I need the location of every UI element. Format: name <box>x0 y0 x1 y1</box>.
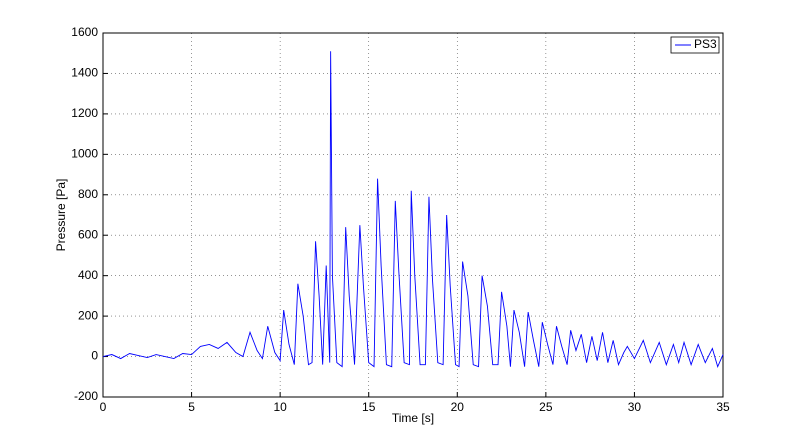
legend-label: PS3 <box>694 37 717 51</box>
y-tick-label: 1200 <box>71 106 98 120</box>
x-tick-label: 20 <box>451 400 465 414</box>
x-tick-label: 25 <box>539 400 553 414</box>
x-axis-label: Time [s] <box>392 411 434 425</box>
y-tick-label: 600 <box>78 227 98 241</box>
y-tick-label: 0 <box>91 349 98 363</box>
y-tick-label: 1000 <box>71 147 98 161</box>
y-tick-label: -200 <box>74 389 98 403</box>
plot-frame <box>102 32 724 398</box>
x-tick-label: 35 <box>716 400 730 414</box>
x-tick-label: 5 <box>188 400 195 414</box>
y-tick-label: 800 <box>78 187 98 201</box>
x-tick-label: 30 <box>628 400 642 414</box>
x-tick-label: 15 <box>362 400 376 414</box>
y-axis-label: Pressure [Pa] <box>54 179 68 252</box>
y-tick-label: 200 <box>78 308 98 322</box>
y-tick-label: 1600 <box>71 25 98 39</box>
x-tick-label: 10 <box>273 400 287 414</box>
y-tick-label: 400 <box>78 268 98 282</box>
x-tick-label: 0 <box>100 400 107 414</box>
data-line <box>102 51 724 368</box>
y-tick-label: 1400 <box>71 66 98 80</box>
legend-box <box>670 36 720 54</box>
